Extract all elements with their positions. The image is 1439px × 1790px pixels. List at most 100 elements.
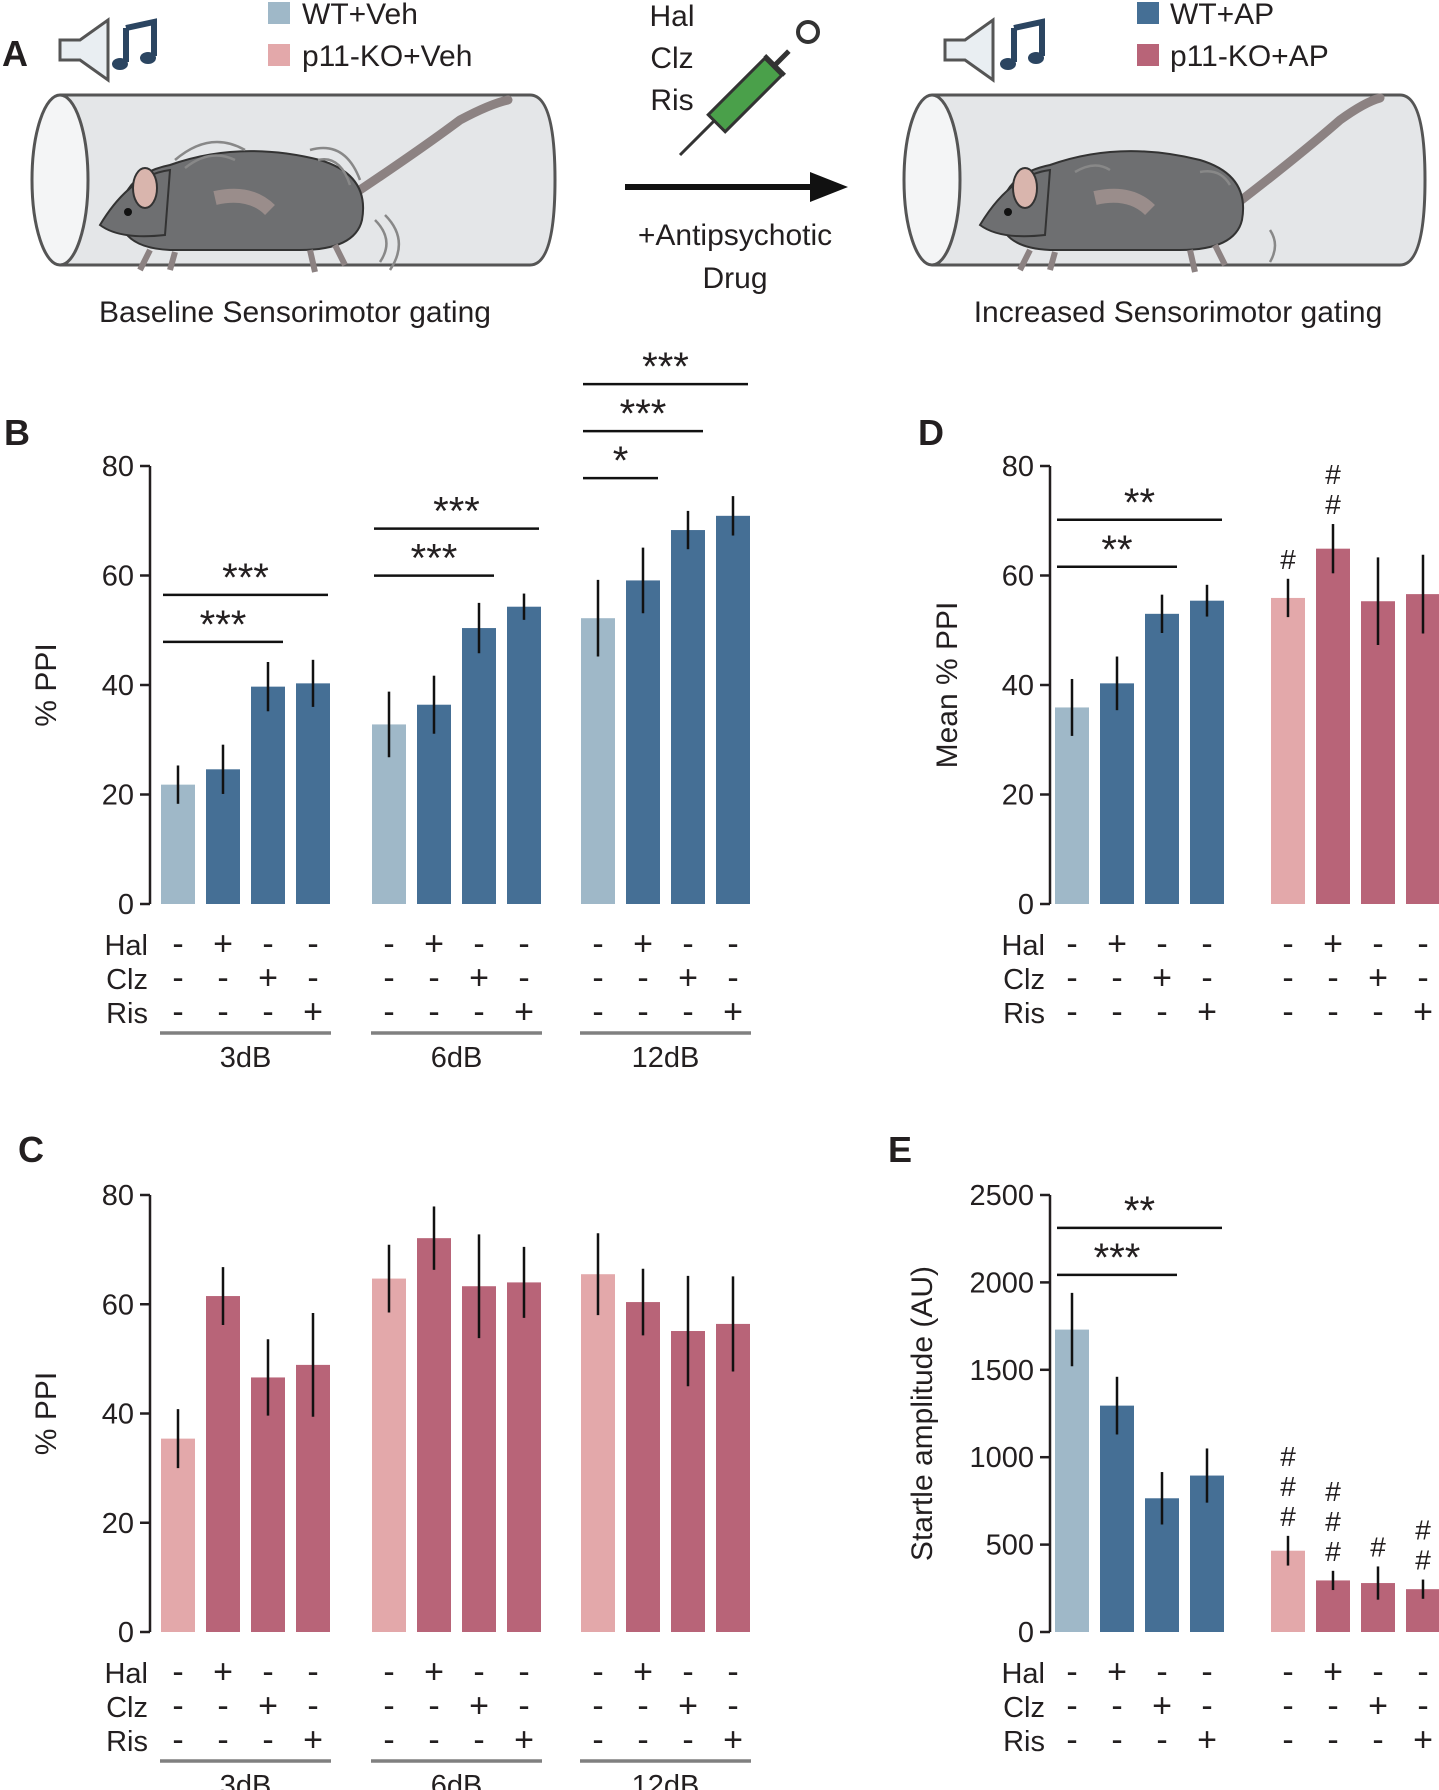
treatment-sign: - bbox=[262, 1653, 273, 1691]
significance-hash: # bbox=[1280, 544, 1296, 575]
treatment-sign: + bbox=[424, 925, 444, 963]
treatment-sign: + bbox=[424, 1653, 444, 1691]
treatment-row-label: Hal bbox=[1001, 930, 1045, 962]
legend-swatch-wt-veh bbox=[268, 2, 290, 24]
treatment-sign: - bbox=[592, 959, 603, 997]
treatment-sign: - bbox=[383, 1687, 394, 1725]
legend-label-wt-veh: WT+Veh bbox=[302, 0, 418, 31]
bar bbox=[372, 1278, 406, 1632]
treatment-sign: - bbox=[217, 993, 228, 1031]
treatment-sign: - bbox=[262, 925, 273, 963]
bar bbox=[251, 1377, 285, 1632]
y-tick-label: 0 bbox=[118, 1617, 134, 1649]
treatment-sign: - bbox=[1201, 1653, 1212, 1691]
vibration-arcs bbox=[1074, 164, 1277, 263]
treatment-sign: - bbox=[428, 993, 439, 1031]
significance-label: *** bbox=[411, 537, 458, 581]
treatment-sign: - bbox=[1111, 1687, 1122, 1725]
treatment-sign: + bbox=[1368, 1687, 1388, 1725]
treatment-sign: - bbox=[1111, 1721, 1122, 1759]
mouse-icon bbox=[978, 93, 1385, 273]
treatment-row-label: Ris bbox=[106, 1726, 148, 1758]
y-tick-label: 20 bbox=[102, 780, 134, 812]
treatment-sign: + bbox=[303, 993, 323, 1031]
treatment-sign: - bbox=[307, 1687, 318, 1725]
treatment-sign: - bbox=[1327, 1721, 1338, 1759]
treatment-sign: - bbox=[1417, 1687, 1428, 1725]
panel-c-letter: C bbox=[18, 1129, 44, 1170]
significance-label: *** bbox=[620, 392, 667, 436]
panel-a: A WT+Veh p11-KO+Veh bbox=[2, 0, 1427, 329]
bar bbox=[296, 683, 330, 904]
drug-clz: Clz bbox=[650, 42, 693, 75]
treatment-sign: - bbox=[592, 993, 603, 1031]
bar bbox=[1190, 600, 1224, 904]
treatment-sign: + bbox=[1107, 925, 1127, 963]
treatment-sign: + bbox=[514, 993, 534, 1031]
treatment-sign: - bbox=[172, 1687, 183, 1725]
bar bbox=[206, 1296, 240, 1632]
treatment-sign: + bbox=[1323, 925, 1343, 963]
treatment-sign: - bbox=[473, 1653, 484, 1691]
treatment-sign: - bbox=[727, 1687, 738, 1725]
treatment-sign: + bbox=[258, 1687, 278, 1725]
speaker-icon bbox=[943, 17, 995, 83]
y-tick-label: 500 bbox=[986, 1530, 1034, 1562]
treatment-sign: + bbox=[514, 1721, 534, 1759]
bar bbox=[671, 530, 705, 904]
legend-label-ko-veh: p11-KO+Veh bbox=[302, 40, 472, 73]
treatment-sign: - bbox=[1282, 925, 1293, 963]
treatment-sign: - bbox=[1417, 959, 1428, 997]
syringe-icon bbox=[678, 20, 820, 157]
treatment-sign: - bbox=[1417, 1653, 1428, 1691]
treatment-sign: - bbox=[473, 993, 484, 1031]
treatment-sign: - bbox=[1372, 1653, 1383, 1691]
bar bbox=[626, 580, 660, 904]
bar bbox=[161, 1438, 195, 1632]
significance-hash: # bbox=[1325, 489, 1341, 520]
bar bbox=[417, 1238, 451, 1632]
y-tick-label: 1500 bbox=[969, 1355, 1034, 1387]
treatment-sign: - bbox=[592, 1653, 603, 1691]
treatment-sign: - bbox=[1156, 925, 1167, 963]
right-arrow-icon bbox=[625, 172, 848, 202]
treatment-sign: - bbox=[1111, 959, 1122, 997]
bar bbox=[1406, 594, 1439, 904]
y-tick-label: 1000 bbox=[969, 1442, 1034, 1474]
treatment-sign: - bbox=[637, 959, 648, 997]
treatment-sign: + bbox=[633, 925, 653, 963]
panel-e-letter: E bbox=[888, 1129, 912, 1170]
treatment-sign: - bbox=[1282, 1721, 1293, 1759]
treatment-sign: + bbox=[1323, 1653, 1343, 1691]
treatment-sign: - bbox=[172, 1721, 183, 1759]
y-tick-label: 40 bbox=[1002, 670, 1034, 702]
treatment-sign: + bbox=[1413, 1721, 1433, 1759]
treatment-sign: - bbox=[727, 959, 738, 997]
treatment-sign: - bbox=[217, 959, 228, 997]
bar bbox=[417, 704, 451, 904]
treatment-sign: - bbox=[1201, 959, 1212, 997]
treatment-sign: + bbox=[1368, 959, 1388, 997]
treatment-sign: - bbox=[1066, 1721, 1077, 1759]
treatment-sign: - bbox=[217, 1687, 228, 1725]
bar bbox=[1316, 548, 1350, 904]
group-label: 3dB bbox=[220, 1042, 272, 1074]
treatment-sign: - bbox=[637, 993, 648, 1031]
treatment-sign: - bbox=[1327, 993, 1338, 1031]
bar bbox=[462, 1286, 496, 1632]
y-tick-label: 2000 bbox=[969, 1267, 1034, 1299]
group-label: 6dB bbox=[431, 1042, 483, 1074]
bar bbox=[1055, 1329, 1089, 1632]
treatment-sign: + bbox=[678, 959, 698, 997]
group-label: 12dB bbox=[632, 1042, 700, 1074]
treatment-sign: - bbox=[1282, 1687, 1293, 1725]
treatment-sign: - bbox=[1327, 959, 1338, 997]
bar bbox=[716, 515, 750, 904]
treatment-sign: - bbox=[428, 959, 439, 997]
significance-label: *** bbox=[1094, 1236, 1141, 1280]
group-label: 12dB bbox=[632, 1770, 700, 1790]
treatment-sign: - bbox=[172, 1653, 183, 1691]
treatment-sign: - bbox=[637, 1687, 648, 1725]
treatment-sign: - bbox=[1156, 1721, 1167, 1759]
